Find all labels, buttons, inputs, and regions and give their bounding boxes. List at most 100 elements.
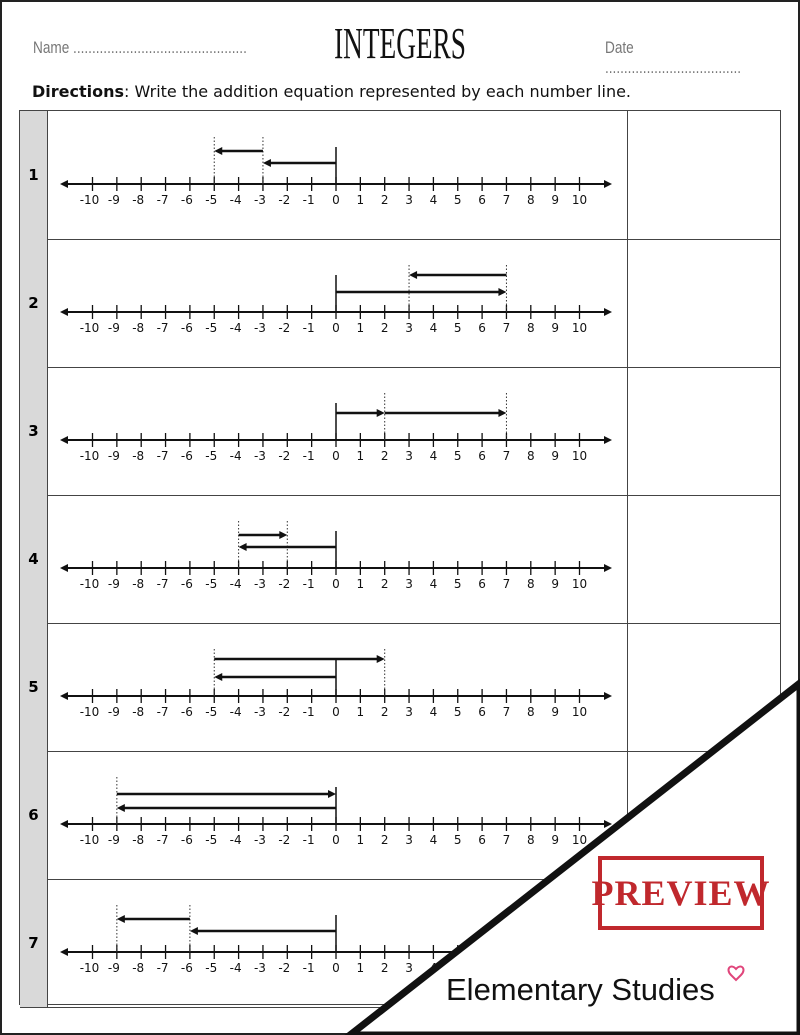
axis-arrow-left <box>60 820 68 828</box>
tick-label: 0 <box>332 833 340 847</box>
tick-label: 7 <box>503 705 511 719</box>
tick-label: 1 <box>357 577 365 591</box>
tick-label: 9 <box>551 577 559 591</box>
tick-label: 3 <box>405 961 413 975</box>
tick-label: 5 <box>454 449 462 463</box>
axis-arrow-left <box>60 564 68 572</box>
tick-label: -4 <box>230 193 242 207</box>
tick-label: -5 <box>205 961 217 975</box>
tick-label: 4 <box>430 833 438 847</box>
tick-label: 1 <box>357 193 365 207</box>
tick-label: -1 <box>303 321 315 335</box>
problem-number: 6 <box>20 751 48 879</box>
tick-label: 9 <box>551 833 559 847</box>
arrow-head <box>189 927 198 935</box>
tick-label: 0 <box>332 321 340 335</box>
tick-label: 3 <box>405 833 413 847</box>
problem-row: 5 -10 -9 -8 -7 -6 -5 -4 -3 -2 -1 0 1 2 3 4 5 6 7 8 9 10 <box>20 623 780 752</box>
tick-label: 10 <box>572 705 587 719</box>
tick-label: 8 <box>527 833 535 847</box>
tick-label: -10 <box>80 833 100 847</box>
directions: Directions: Write the addition equation … <box>32 82 631 101</box>
tick-label: 6 <box>478 321 486 335</box>
tick-label: -8 <box>132 705 144 719</box>
tick-label: -1 <box>303 449 315 463</box>
tick-label: -2 <box>278 577 290 591</box>
tick-label: 8 <box>527 705 535 719</box>
arrow-head <box>238 543 247 551</box>
tick-label: -8 <box>132 449 144 463</box>
answer-box[interactable] <box>627 111 781 239</box>
name-field[interactable]: Name ...................................… <box>33 38 247 57</box>
tick-label: -10 <box>80 193 100 207</box>
axis-arrow-right <box>604 692 612 700</box>
axis-arrow-right <box>604 180 612 188</box>
tick-label: -7 <box>157 193 169 207</box>
tick-label: -5 <box>205 705 217 719</box>
tick-label: -10 <box>80 961 100 975</box>
answer-box[interactable] <box>627 495 781 623</box>
tick-label: -5 <box>205 577 217 591</box>
tick-label: -3 <box>254 449 266 463</box>
tick-label: -6 <box>181 833 193 847</box>
tick-label: 6 <box>478 705 486 719</box>
tick-label: 0 <box>332 449 340 463</box>
answer-box[interactable] <box>627 239 781 367</box>
axis-arrow-right <box>604 820 612 828</box>
problem-row: 2 -10 -9 -8 -7 -6 -5 -4 -3 -2 -1 0 1 2 3 4 5 6 7 8 9 10 <box>20 239 780 368</box>
tick-label: 9 <box>551 705 559 719</box>
tick-label: -7 <box>157 321 169 335</box>
tick-label: -7 <box>157 577 169 591</box>
problem-number: 2 <box>20 239 48 367</box>
arrow-head <box>409 271 418 279</box>
tick-label: 6 <box>478 449 486 463</box>
tick-label: 3 <box>405 577 413 591</box>
tick-label: -4 <box>230 577 242 591</box>
tick-label: -1 <box>303 833 315 847</box>
answer-box[interactable] <box>627 623 781 751</box>
tick-label: -7 <box>157 961 169 975</box>
axis-arrow-left <box>60 948 68 956</box>
tick-label: -2 <box>278 705 290 719</box>
problem-row: 4 -10 -9 -8 -7 -6 -5 -4 -3 -2 -1 0 1 2 3 4 5 6 7 8 9 10 <box>20 495 780 624</box>
problem-number: 1 <box>20 111 48 239</box>
axis-arrow-left <box>60 692 68 700</box>
tick-label: -6 <box>181 705 193 719</box>
tick-label: -5 <box>205 449 217 463</box>
tick-label: 7 <box>503 193 511 207</box>
tick-label: 10 <box>572 321 587 335</box>
tick-label: -9 <box>108 577 120 591</box>
tick-label: -10 <box>80 577 100 591</box>
tick-label: 8 <box>527 449 535 463</box>
tick-label: -2 <box>278 321 290 335</box>
axis-arrow-left <box>60 436 68 444</box>
tick-label: 1 <box>357 961 365 975</box>
tick-label: 9 <box>551 193 559 207</box>
tick-label: -8 <box>132 833 144 847</box>
preview-stamp: PREVIEW <box>591 856 770 930</box>
tick-label: 6 <box>478 577 486 591</box>
tick-label: 8 <box>527 321 535 335</box>
problem-number: 7 <box>20 879 48 1007</box>
problem-row: 3 -10 -9 -8 -7 -6 -5 -4 -3 -2 -1 0 1 2 3 4 5 6 7 8 9 10 <box>20 367 780 496</box>
tick-label: 9 <box>551 321 559 335</box>
arrow-head <box>262 159 271 167</box>
tick-label: -3 <box>254 833 266 847</box>
tick-label: -4 <box>230 833 242 847</box>
arrow-head <box>376 655 385 663</box>
tick-label: -3 <box>254 193 266 207</box>
tick-label: 10 <box>572 449 587 463</box>
tick-label: 7 <box>503 833 511 847</box>
axis-arrow-right <box>604 436 612 444</box>
tick-label: 0 <box>332 705 340 719</box>
tick-label: -4 <box>230 961 242 975</box>
tick-label: 2 <box>381 705 389 719</box>
axis-arrow-right <box>604 564 612 572</box>
answer-box[interactable] <box>627 367 781 495</box>
tick-label: -10 <box>80 449 100 463</box>
date-field[interactable]: Date ...................................… <box>605 38 742 77</box>
arrow-head <box>376 409 385 417</box>
